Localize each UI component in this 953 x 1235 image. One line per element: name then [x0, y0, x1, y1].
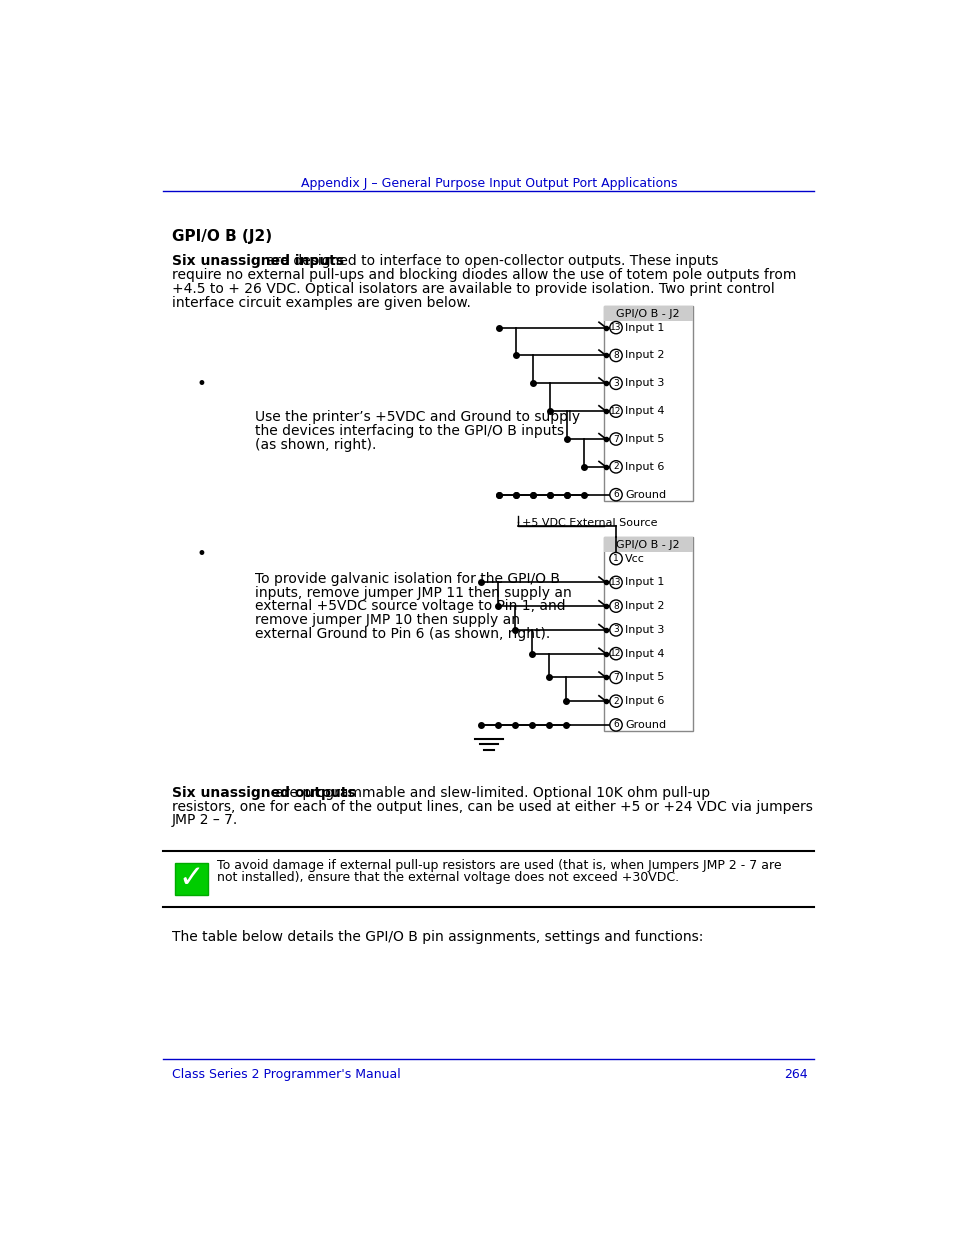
- Text: 2: 2: [613, 697, 618, 705]
- Text: JMP 2 – 7.: JMP 2 – 7.: [172, 814, 238, 827]
- Circle shape: [609, 461, 621, 473]
- Text: Input 6: Input 6: [624, 462, 664, 472]
- Text: interface circuit examples are given below.: interface circuit examples are given bel…: [172, 296, 471, 310]
- Circle shape: [609, 577, 621, 589]
- Text: 12: 12: [610, 406, 621, 416]
- Text: Class Series 2 Programmer's Manual: Class Series 2 Programmer's Manual: [172, 1068, 400, 1082]
- Text: 6: 6: [613, 490, 618, 499]
- Text: Input 4: Input 4: [624, 648, 664, 658]
- Text: Vcc: Vcc: [624, 553, 644, 563]
- Text: 1: 1: [613, 555, 618, 563]
- Text: Input 1: Input 1: [624, 578, 664, 588]
- Text: Use the printer’s +5VDC and Ground to supply: Use the printer’s +5VDC and Ground to su…: [254, 410, 579, 424]
- Text: 6: 6: [613, 720, 618, 730]
- Text: Input 6: Input 6: [624, 697, 664, 706]
- Circle shape: [609, 432, 621, 445]
- Text: +5 VDC External Source: +5 VDC External Source: [521, 517, 657, 527]
- Text: not installed), ensure that the external voltage does not exceed +30VDC.: not installed), ensure that the external…: [216, 871, 679, 884]
- Circle shape: [609, 600, 621, 613]
- Circle shape: [609, 350, 621, 362]
- Text: external Ground to Pin 6 (as shown, right).: external Ground to Pin 6 (as shown, righ…: [254, 627, 550, 641]
- Text: 2: 2: [613, 462, 618, 472]
- Text: ✓: ✓: [178, 864, 204, 893]
- Bar: [603, 306, 692, 321]
- Text: To provide galvanic isolation for the GPI/O B: To provide galvanic isolation for the GP…: [254, 572, 559, 585]
- Circle shape: [609, 719, 621, 731]
- Text: Input 3: Input 3: [624, 625, 664, 635]
- Text: Input 2: Input 2: [624, 601, 664, 611]
- Text: Input 5: Input 5: [624, 433, 664, 445]
- Circle shape: [609, 552, 621, 564]
- Circle shape: [609, 321, 621, 333]
- Bar: [174, 863, 208, 895]
- Bar: [603, 537, 692, 552]
- Circle shape: [609, 405, 621, 417]
- Text: 264: 264: [783, 1068, 807, 1082]
- Text: GPI/O B - J2: GPI/O B - J2: [616, 309, 679, 319]
- Text: 3: 3: [613, 379, 618, 388]
- Text: Input 2: Input 2: [624, 351, 664, 361]
- Bar: [603, 306, 692, 501]
- Text: Ground: Ground: [624, 490, 666, 500]
- Text: are programmable and slew-limited. Optional 10K ohm pull-up: are programmable and slew-limited. Optio…: [271, 785, 710, 800]
- Text: 7: 7: [613, 435, 618, 443]
- Circle shape: [609, 489, 621, 501]
- Text: Ground: Ground: [624, 720, 666, 730]
- Text: require no external pull-ups and blocking diodes allow the use of totem pole out: require no external pull-ups and blockin…: [172, 268, 796, 283]
- Text: The table below details the GPI/O B pin assignments, settings and functions:: The table below details the GPI/O B pin …: [172, 930, 702, 944]
- Text: Input 5: Input 5: [624, 672, 664, 683]
- Text: To avoid damage if external pull-up resistors are used (that is, when Jumpers JM: To avoid damage if external pull-up resi…: [216, 858, 781, 872]
- Text: Appendix J – General Purpose Input Output Port Applications: Appendix J – General Purpose Input Outpu…: [300, 178, 677, 190]
- Circle shape: [609, 695, 621, 708]
- Text: 8: 8: [613, 351, 618, 359]
- Text: GPI/O B - J2: GPI/O B - J2: [616, 540, 679, 550]
- Bar: [603, 537, 692, 731]
- Text: 8: 8: [613, 601, 618, 610]
- Circle shape: [609, 624, 621, 636]
- Text: resistors, one for each of the output lines, can be used at either +5 or +24 VDC: resistors, one for each of the output li…: [172, 799, 812, 814]
- Text: GPI/O B (J2): GPI/O B (J2): [172, 228, 272, 245]
- Circle shape: [609, 672, 621, 683]
- Text: inputs, remove jumper JMP 11 then supply an: inputs, remove jumper JMP 11 then supply…: [254, 585, 571, 599]
- Text: external +5VDC source voltage to Pin 1, and: external +5VDC source voltage to Pin 1, …: [254, 599, 565, 614]
- Text: 13: 13: [610, 578, 621, 587]
- Text: +4.5 to + 26 VDC. Optical isolators are available to provide isolation. Two prin: +4.5 to + 26 VDC. Optical isolators are …: [172, 282, 774, 296]
- Text: 12: 12: [610, 650, 621, 658]
- Text: 13: 13: [610, 324, 621, 332]
- Circle shape: [609, 377, 621, 389]
- Text: 7: 7: [613, 673, 618, 682]
- Text: the devices interfacing to the GPI/O B inputs: the devices interfacing to the GPI/O B i…: [254, 424, 563, 438]
- Text: remove jumper JMP 10 then supply an: remove jumper JMP 10 then supply an: [254, 614, 519, 627]
- Text: •: •: [196, 375, 207, 394]
- Text: Six unassigned outputs: Six unassigned outputs: [172, 785, 355, 800]
- Text: 3: 3: [613, 625, 618, 635]
- Circle shape: [609, 647, 621, 659]
- Text: Six unassigned inputs: Six unassigned inputs: [172, 254, 344, 268]
- Text: Input 1: Input 1: [624, 322, 664, 332]
- Text: (as shown, right).: (as shown, right).: [254, 437, 375, 452]
- Text: Input 4: Input 4: [624, 406, 664, 416]
- Text: Input 3: Input 3: [624, 378, 664, 388]
- Text: •: •: [196, 545, 207, 563]
- Text: are designed to interface to open-collector outputs. These inputs: are designed to interface to open-collec…: [261, 254, 718, 268]
